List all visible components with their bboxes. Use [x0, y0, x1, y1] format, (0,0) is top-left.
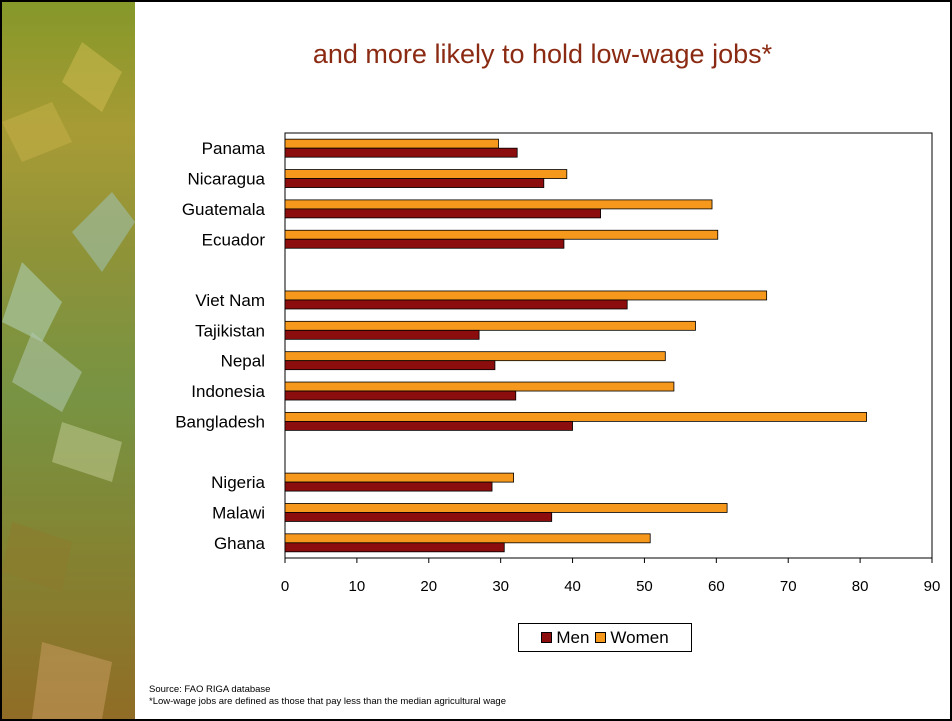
bar-women-indonesia: [284, 381, 675, 392]
bar-men-bangladesh: [284, 420, 573, 431]
x-tick-label-20: 20: [420, 578, 437, 595]
bar-women-panama: [284, 138, 499, 149]
low-wage-footnote: *Low-wage jobs are defined as those that…: [149, 696, 506, 707]
bar-men-ghana: [284, 542, 505, 553]
slide-title: and more likely to hold low-wage jobs*: [312, 39, 773, 69]
x-tick-label-40: 40: [564, 578, 581, 595]
bar-men-ecuador: [284, 238, 565, 249]
legend-item-women: Women: [595, 627, 669, 648]
legend-label-women: Women: [610, 627, 669, 647]
bar-women-nicaragua: [284, 169, 568, 179]
x-tick-label-90: 90: [924, 578, 941, 595]
bar-men-malawi: [284, 512, 553, 522]
bar-women-ecuador: [284, 229, 719, 240]
category-label-ecuador: Ecuador: [202, 230, 266, 249]
bar-men-nicaragua: [284, 178, 545, 188]
source-note: Source: FAO RIGA database: [149, 684, 271, 695]
bar-women-nepal: [284, 351, 666, 362]
bar-women-tajikistan: [284, 320, 696, 331]
legend-swatch-men: [541, 632, 553, 643]
bar-men-panama: [284, 147, 518, 158]
category-label-panama: Panama: [202, 139, 266, 158]
x-tick-label-50: 50: [636, 578, 653, 595]
bar-women-nigeria: [284, 472, 515, 483]
category-label-bangladesh: Bangladesh: [175, 412, 265, 431]
decorative-side-band: [2, 2, 135, 719]
category-label-nepal: Nepal: [221, 352, 265, 371]
bar-women-bangladesh: [284, 411, 867, 422]
category-label-viet-nam: Viet Nam: [195, 291, 265, 310]
category-label-nigeria: Nigeria: [211, 473, 265, 492]
x-tick-label-80: 80: [852, 578, 869, 595]
bar-men-indonesia: [284, 390, 517, 401]
legend-item-men: Men: [541, 628, 589, 648]
category-label-ghana: Ghana: [214, 534, 266, 553]
x-tick-label-10: 10: [349, 578, 366, 595]
bar-men-guatemala: [284, 208, 601, 219]
bar-men-nigeria: [284, 481, 493, 492]
x-tick-label-30: 30: [492, 578, 509, 595]
bar-women-malawi: [284, 503, 728, 513]
category-label-indonesia: Indonesia: [191, 382, 265, 401]
bar-women-guatemala: [284, 199, 713, 210]
x-tick-label-60: 60: [708, 578, 725, 595]
bar-men-tajikistan: [284, 329, 480, 340]
category-label-guatemala: Guatemala: [182, 200, 266, 219]
legend-label-men: Men: [556, 627, 590, 647]
category-label-tajikistan: Tajikistan: [195, 321, 265, 340]
x-tick-label-0: 0: [281, 578, 289, 595]
legend-swatch-women: [595, 632, 607, 643]
category-label-nicaragua: Nicaragua: [188, 170, 266, 189]
bar-women-ghana: [284, 533, 651, 544]
category-label-malawi: Malawi: [212, 503, 265, 522]
bar-men-viet-nam: [284, 299, 628, 310]
x-tick-label-70: 70: [780, 578, 797, 595]
plot-area: [284, 132, 933, 559]
chart-legend: Men Women: [518, 623, 692, 652]
bar-women-viet-nam: [284, 290, 768, 301]
bar-men-nepal: [284, 360, 496, 371]
